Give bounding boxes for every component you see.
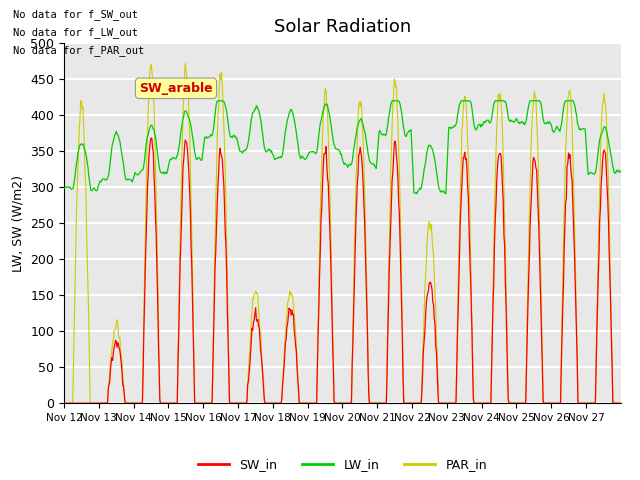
Text: No data for f_LW_out: No data for f_LW_out xyxy=(13,27,138,38)
Text: No data for f_SW_out: No data for f_SW_out xyxy=(13,9,138,20)
Y-axis label: LW, SW (W/m2): LW, SW (W/m2) xyxy=(12,175,25,272)
Legend: SW_in, LW_in, PAR_in: SW_in, LW_in, PAR_in xyxy=(193,453,492,476)
Text: SW_arable: SW_arable xyxy=(139,82,212,95)
Title: Solar Radiation: Solar Radiation xyxy=(274,18,411,36)
Text: No data for f_PAR_out: No data for f_PAR_out xyxy=(13,45,144,56)
